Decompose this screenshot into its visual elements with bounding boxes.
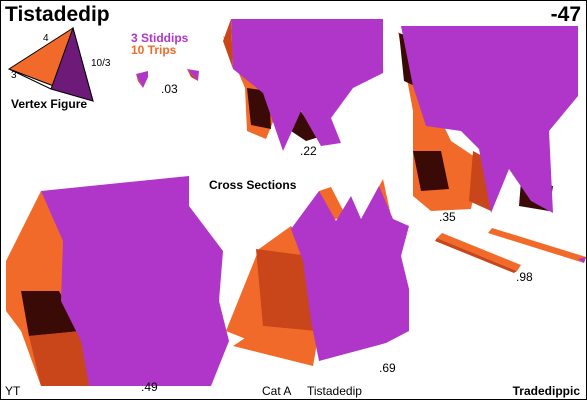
cross-section-069 bbox=[226, 179, 409, 366]
footer-category: Cat A bbox=[262, 384, 292, 398]
cross-section-049 bbox=[6, 176, 229, 386]
footer-name: Tistadedip bbox=[307, 384, 362, 398]
section-label-049: .49 bbox=[141, 380, 158, 394]
vertex-edge-label-2: 3 bbox=[11, 70, 17, 81]
section-label-098: .98 bbox=[516, 270, 533, 284]
vertex-figure-triangle bbox=[7, 26, 94, 102]
polytope-number: -47 bbox=[550, 3, 581, 26]
footer-family: Tradedippic bbox=[512, 384, 580, 398]
cross-section-098 bbox=[435, 228, 586, 273]
section-label-022: .22 bbox=[300, 144, 317, 158]
vertex-edge-label-1: 4 bbox=[43, 33, 49, 44]
footer-author: YT bbox=[5, 384, 21, 398]
vertex-figure-label: Vertex Figure bbox=[11, 97, 88, 111]
cross-section-022 bbox=[223, 19, 383, 151]
section-label-003: .03 bbox=[161, 82, 178, 96]
cross-section-035 bbox=[398, 26, 578, 213]
cross-section-003 bbox=[136, 69, 199, 88]
page-title: Tistadedip bbox=[5, 3, 110, 26]
section-label-035: .35 bbox=[439, 210, 456, 224]
legend-stiddips: 3 Stiddips bbox=[131, 31, 189, 45]
vertex-edge-label-3: 10/3 bbox=[91, 58, 111, 69]
cross-sections-heading: Cross Sections bbox=[209, 178, 297, 192]
section-label-069: .69 bbox=[379, 361, 396, 375]
legend-trips: 10 Trips bbox=[131, 43, 177, 57]
